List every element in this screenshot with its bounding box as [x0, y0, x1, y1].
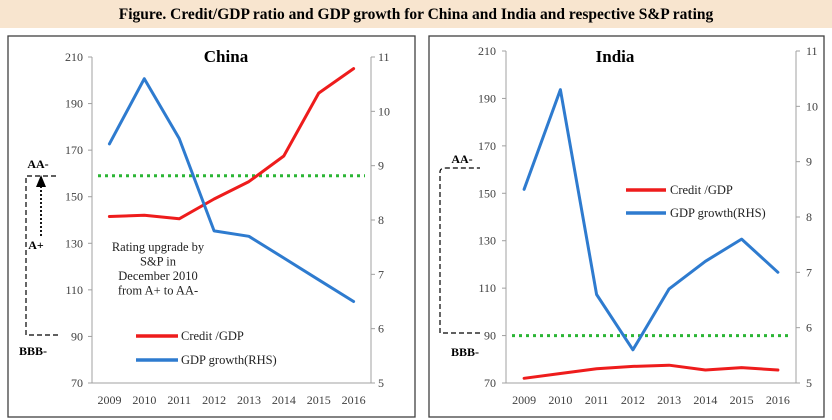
upgrade-annotation: S&P in	[140, 255, 177, 269]
right-tick-label: 5	[378, 376, 384, 390]
left-tick-label: 150	[478, 186, 496, 200]
right-tick-label: 8	[806, 210, 812, 224]
left-tick-label: 170	[478, 139, 496, 153]
left-tick-label: 90	[484, 329, 496, 343]
rating-bracket	[25, 175, 58, 336]
right-tick-label: 9	[378, 159, 384, 173]
legend-label-credit: Credit /GDP	[670, 183, 733, 197]
x-tick-label: 2015	[730, 393, 754, 407]
left-tick-label: 170	[65, 143, 83, 157]
left-tick-label: 190	[65, 97, 83, 111]
rating-label-bbb-minus: BBB-	[451, 345, 479, 359]
rating-label-bbb-minus: BBB-	[19, 344, 47, 358]
figure-title: Figure. Credit/GDP ratio and GDP growth …	[0, 0, 832, 28]
right-tick-label: 9	[806, 155, 812, 169]
x-tick-label: 2012	[202, 393, 226, 407]
x-tick-label: 2010	[548, 393, 572, 407]
right-tick-label: 6	[806, 321, 812, 335]
x-tick-label: 2011	[585, 393, 609, 407]
right-tick-label: 6	[378, 322, 384, 336]
upgrade-arrow-head	[36, 175, 46, 187]
panel-border	[7, 35, 416, 418]
india-chart: 70 90 110 130 150 170 190 210 5 6 7 8 9 10 11 2009 2010 2…	[428, 35, 825, 418]
upgrade-annotation: Rating upgrade by	[112, 240, 205, 254]
gdp-growth-line	[107, 77, 356, 303]
left-tick-label: 130	[65, 236, 83, 250]
right-tick-label: 7	[378, 267, 384, 281]
rating-bracket	[439, 167, 480, 334]
left-tick-label: 110	[478, 281, 496, 295]
left-tick-label: 110	[65, 283, 83, 297]
right-tick-label: 8	[378, 213, 384, 227]
x-tick-label: 2009	[512, 393, 536, 407]
legend-label-gdp: GDP growth(RHS)	[670, 206, 766, 220]
x-tick-label: 2009	[97, 393, 121, 407]
right-tick-label: 10	[378, 104, 390, 118]
left-tick-label: 210	[65, 50, 83, 64]
right-tick-label: 10	[806, 99, 818, 113]
legend-label-gdp: GDP growth(RHS)	[181, 353, 277, 367]
legend-label-credit: Credit /GDP	[181, 329, 244, 343]
x-tick-label: 2014	[693, 393, 717, 407]
x-tick-label: 2013	[237, 393, 261, 407]
x-tick-label: 2016	[342, 393, 366, 407]
rating-label-aa-minus: AA-	[451, 152, 472, 166]
right-tick-label: 5	[806, 376, 812, 390]
gdp-growth-line	[522, 88, 780, 352]
right-tick-label: 11	[378, 50, 390, 64]
left-tick-label: 150	[65, 190, 83, 204]
upgrade-annotation: December 2010	[118, 269, 197, 283]
x-tick-label: 2016	[766, 393, 790, 407]
china-chart: 70 90 110 130 150 170 190 210 5 6 7 8 9 10 11 2009 2010 2…	[7, 35, 416, 418]
upgrade-annotation: from A+ to AA-	[118, 284, 198, 298]
right-tick-label: 7	[806, 265, 812, 279]
x-tick-label: 2015	[307, 393, 331, 407]
x-tick-label: 2010	[132, 393, 156, 407]
left-tick-label: 70	[484, 376, 496, 390]
right-tick-label: 11	[806, 44, 818, 58]
x-tick-label: 2013	[657, 393, 681, 407]
credit-gdp-line	[522, 363, 780, 380]
left-tick-label: 210	[478, 44, 496, 58]
panel-border	[428, 35, 825, 418]
x-tick-label: 2014	[272, 393, 296, 407]
left-tick-label: 130	[478, 234, 496, 248]
left-tick-label: 90	[71, 329, 83, 343]
x-tick-label: 2011	[167, 393, 191, 407]
panel-title: India	[596, 47, 635, 66]
x-tick-label: 2012	[621, 393, 645, 407]
credit-gdp-line	[107, 67, 356, 221]
rating-label-aa-minus: AA-	[27, 157, 48, 171]
left-tick-label: 70	[71, 376, 83, 390]
rating-label-a-plus: A+	[28, 238, 44, 252]
left-tick-label: 190	[478, 91, 496, 105]
panel-title: China	[204, 47, 249, 66]
